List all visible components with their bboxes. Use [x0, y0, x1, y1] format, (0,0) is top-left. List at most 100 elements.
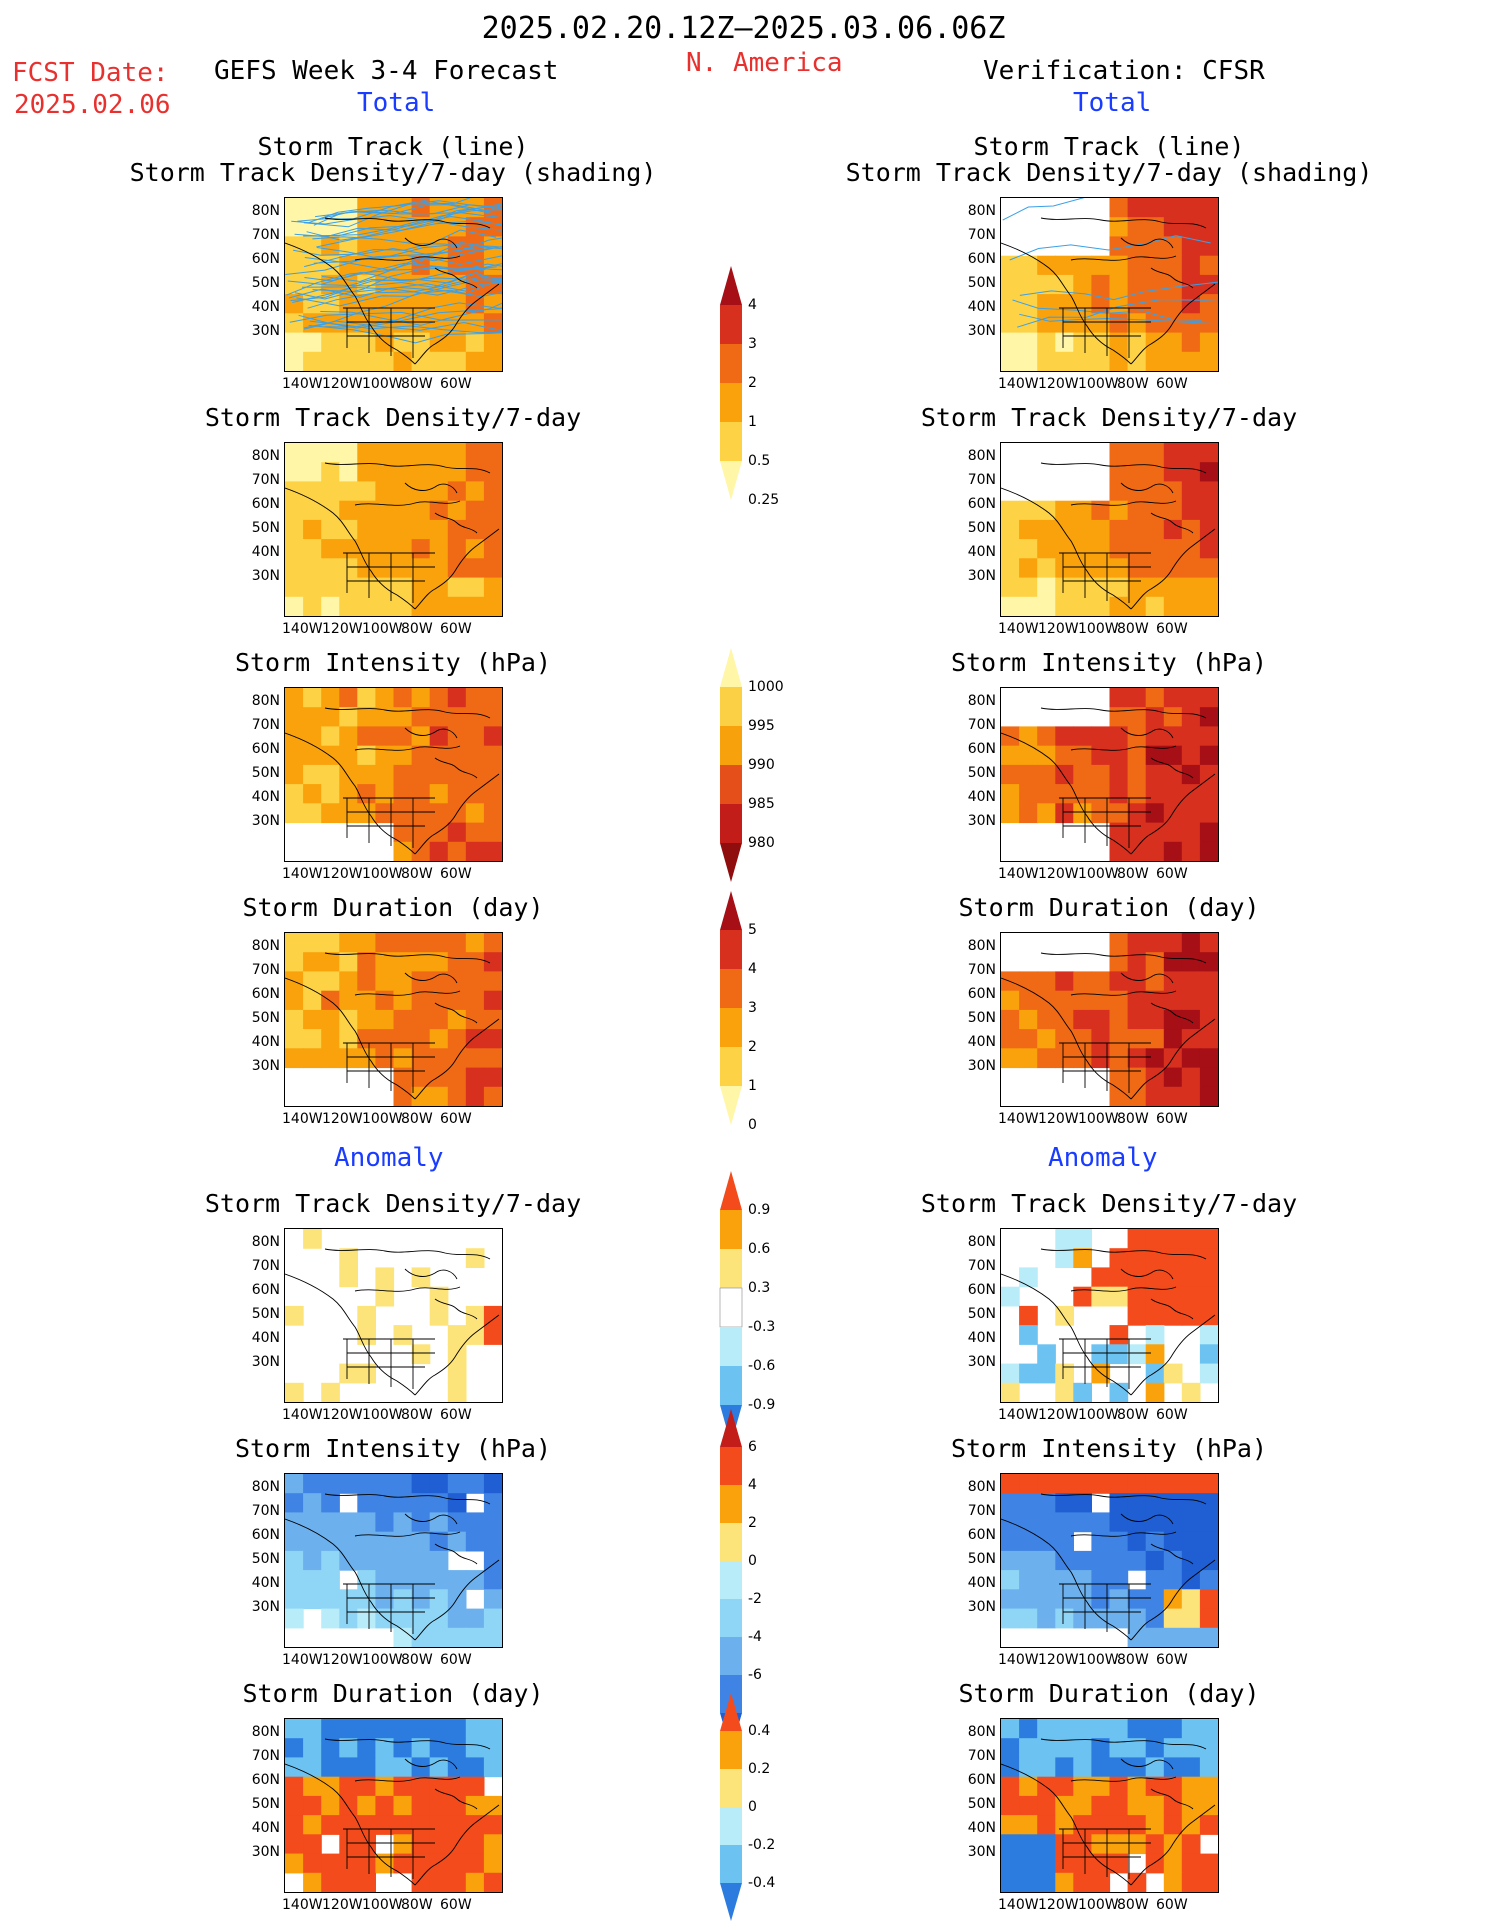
- shading-cell: [1073, 1512, 1092, 1533]
- shading-cell: [483, 764, 502, 785]
- lat-tick-label: 50N: [967, 765, 996, 781]
- shading-cell: [285, 198, 304, 218]
- colorbar-segment: [720, 1693, 742, 1731]
- shading-cell: [1073, 596, 1092, 616]
- shading-cell: [285, 1531, 304, 1552]
- shading-cell: [1037, 332, 1056, 353]
- shading-cell: [1199, 726, 1218, 747]
- coastline: [1130, 1804, 1216, 1886]
- shading-cell: [411, 481, 431, 502]
- shading-cell: [1091, 500, 1111, 521]
- shading-cell: [303, 443, 322, 463]
- lon-tick-label: 80W: [1117, 866, 1149, 882]
- shading-cell: [447, 1853, 467, 1874]
- shading-cell: [1019, 255, 1038, 276]
- shading-cell: [1037, 1719, 1056, 1739]
- shading-cell: [1109, 1382, 1129, 1402]
- shading-cell: [375, 952, 395, 972]
- shading-cell: [1019, 1570, 1038, 1590]
- shading-cell: [465, 313, 485, 334]
- shading-cell: [1181, 1086, 1201, 1106]
- shading-cell: [285, 332, 304, 353]
- shading-cell: [1001, 313, 1020, 334]
- shading-cell: [1109, 707, 1129, 727]
- shading-cell: [285, 933, 304, 953]
- shading-cell: [1037, 1048, 1056, 1069]
- shading-cell: [285, 1776, 304, 1797]
- shading-cell: [429, 294, 449, 314]
- shading-cell: [465, 1067, 485, 1088]
- shading-cell: [357, 1757, 376, 1778]
- shading-cell: [1055, 1229, 1074, 1249]
- colorbar-label: -6: [748, 1667, 762, 1683]
- shading-cell: [483, 1757, 502, 1778]
- colorbar-label: 4: [748, 297, 757, 313]
- shading-cell: [447, 1531, 467, 1552]
- shading-cell: [393, 1009, 413, 1030]
- lon-tick-label: 80W: [401, 1652, 433, 1668]
- shading-cell: [1127, 1512, 1147, 1533]
- title-track-shading-left: Storm Track Density/7-day (shading): [129, 158, 657, 187]
- shading-cell: [1163, 1872, 1183, 1892]
- shading-cell: [303, 1531, 322, 1552]
- shading-cell: [429, 784, 449, 804]
- shading-cell: [1145, 1795, 1165, 1816]
- shading-cell: [1109, 1834, 1129, 1855]
- shading-cell: [1127, 1344, 1147, 1365]
- lat-tick-label: 60N: [251, 1772, 280, 1788]
- shading-cell: [1127, 1834, 1147, 1855]
- shading-cell: [411, 688, 431, 708]
- coastline: [1130, 528, 1216, 610]
- shading-cell: [1109, 351, 1129, 371]
- shading-cell: [285, 294, 304, 314]
- shading-cell: [1181, 1229, 1201, 1249]
- shading-cell: [465, 841, 485, 861]
- colorbar-label: 2: [748, 1515, 757, 1531]
- lon-tick-label: 120W: [322, 866, 363, 882]
- lon-tick-label: 140W: [282, 866, 323, 882]
- shading-cell: [429, 764, 449, 785]
- shading-cell: [321, 707, 340, 727]
- shading-cell: [1019, 1048, 1038, 1069]
- shading-cell: [1145, 539, 1165, 559]
- lon-tick-label: 140W: [998, 621, 1039, 637]
- shading-cell: [393, 198, 413, 218]
- colorbar-label: 5: [748, 922, 757, 938]
- shading-cell: [1055, 1512, 1074, 1533]
- shading-cell: [339, 1608, 358, 1629]
- shading-cell: [1109, 481, 1129, 502]
- shading-cell: [357, 1474, 376, 1494]
- shading-cell: [285, 1589, 304, 1610]
- shading-cell: [1019, 519, 1038, 540]
- shading-cell: [1145, 688, 1165, 708]
- shading-cell: [447, 1872, 467, 1892]
- shading-cell: [1109, 1719, 1129, 1739]
- shading-cell: [429, 822, 449, 843]
- shading-cell: [429, 539, 449, 559]
- shading-cell: [393, 933, 413, 953]
- coastline: [1070, 745, 1177, 751]
- shading-cell: [1145, 294, 1165, 314]
- shading-cell: [1145, 1009, 1165, 1030]
- shading-cell: [339, 596, 358, 616]
- shading-cell: [1145, 1776, 1165, 1797]
- colorbar-segment: [720, 1883, 742, 1921]
- lat-tick-label: 80N: [967, 1724, 996, 1740]
- storm-track-line: [316, 203, 502, 248]
- shading-cell: [357, 481, 376, 502]
- shading-cell: [1091, 1531, 1111, 1552]
- shading-cell: [1109, 1086, 1129, 1106]
- shading-cell: [1181, 332, 1201, 353]
- shading-cell: [1181, 1776, 1201, 1797]
- shading-cell: [1055, 1738, 1074, 1758]
- title-intensity-left: Storm Intensity (hPa): [234, 648, 552, 677]
- shading-cell: [357, 952, 376, 972]
- shading-cell: [1127, 198, 1147, 218]
- colorbar-label: 1: [748, 1078, 757, 1094]
- colorbar-segment: [720, 1047, 742, 1086]
- lon-tick-label: 140W: [998, 1111, 1039, 1127]
- shading-cell: [1073, 1550, 1092, 1571]
- shading-cell: [1001, 539, 1020, 559]
- shading-cell: [483, 558, 502, 579]
- lat-tick-label: 40N: [251, 299, 280, 315]
